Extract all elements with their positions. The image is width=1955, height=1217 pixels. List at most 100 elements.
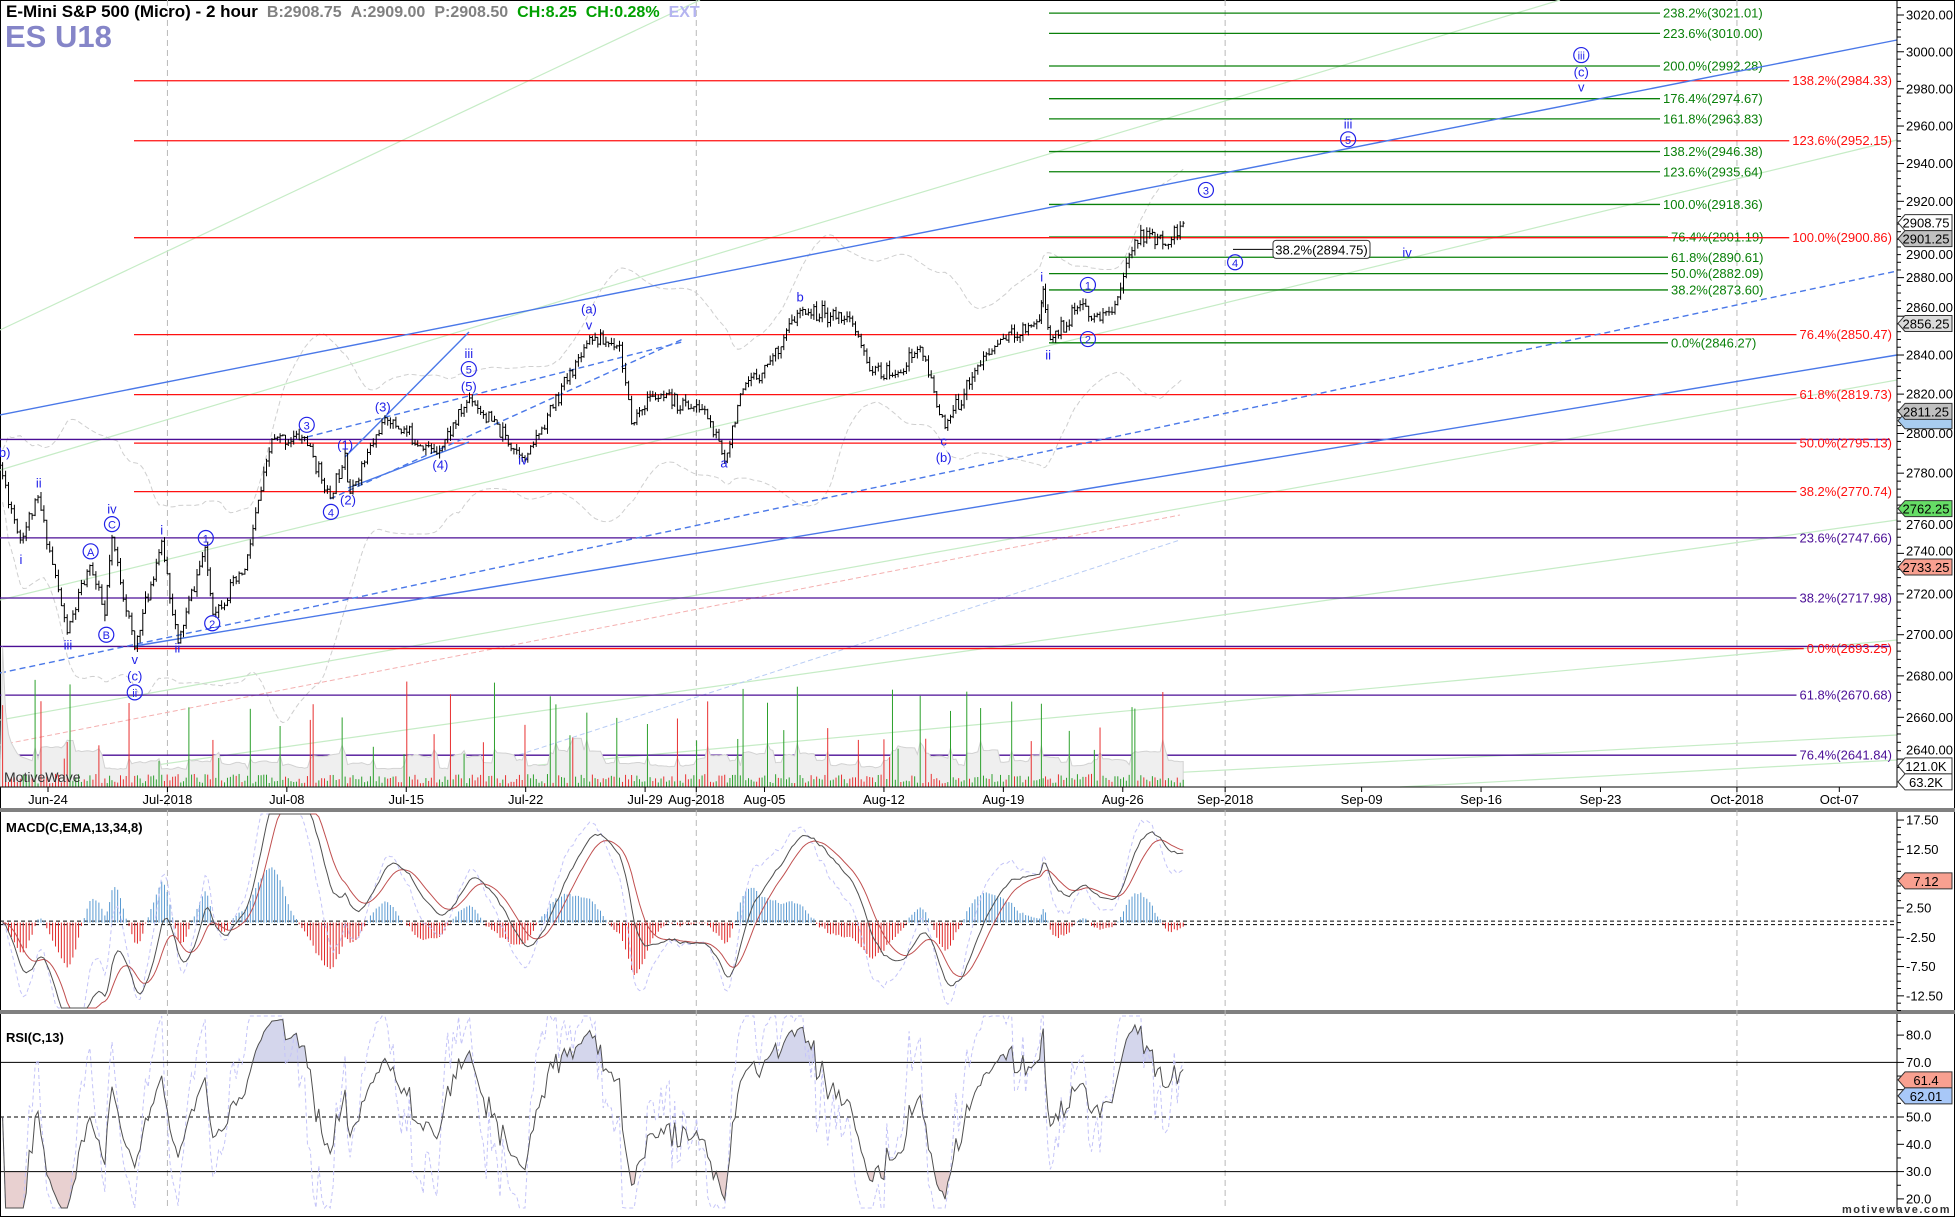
wave-label[interactable]: ii <box>174 641 180 656</box>
volume-bars <box>0 646 1184 788</box>
wave-label[interactable]: 2 <box>209 619 215 631</box>
wave-label[interactable]: b <box>796 289 803 304</box>
price-bar <box>391 419 395 429</box>
price-bar <box>982 351 985 371</box>
price-bar <box>731 425 734 449</box>
wave-label[interactable]: 1 <box>203 534 209 546</box>
wave-label[interactable]: ii <box>132 688 137 700</box>
wave-label[interactable]: 4 <box>1232 258 1238 270</box>
wave-label[interactable]: 1 <box>1085 280 1091 292</box>
wave-label[interactable]: B <box>103 630 110 642</box>
wave-label[interactable]: i <box>1040 270 1043 285</box>
wave-label[interactable]: ii <box>1045 348 1051 363</box>
panel-divider[interactable] <box>0 1010 1955 1014</box>
fib-extension-label: 100.0%(2918.36) <box>1663 197 1763 212</box>
wave-label[interactable]: b) <box>0 445 10 460</box>
price-bar <box>820 300 824 323</box>
wave-label[interactable]: (3) <box>375 399 391 414</box>
wave-label[interactable]: i <box>20 552 23 567</box>
price-bar <box>481 410 485 419</box>
price-bar <box>596 336 600 348</box>
price-bar <box>493 415 496 423</box>
price-bar <box>695 399 699 413</box>
price-bar <box>1013 324 1016 343</box>
fib-extension-label: 161.8%(2963.83) <box>1663 111 1763 126</box>
symbol-label: ES U18 <box>5 19 112 54</box>
wave-label[interactable]: 5 <box>466 365 472 377</box>
panel-divider[interactable] <box>0 808 1955 812</box>
price-bar <box>397 425 401 430</box>
wave-label[interactable]: (2) <box>340 492 356 507</box>
price-bar <box>604 336 608 347</box>
trend-line[interactable] <box>344 331 470 458</box>
price-bar <box>173 609 177 630</box>
dashed-trend-line[interactable] <box>306 341 683 438</box>
wave-label[interactable]: iv <box>518 453 528 468</box>
price-bar <box>624 362 628 386</box>
price-bar <box>1024 323 1028 334</box>
price-axis[interactable]: 3020.00 3000.00 2980.00 2960.00 2940.00 2920.… <box>1896 0 1953 791</box>
price-bar <box>394 416 398 429</box>
trend-line[interactable] <box>347 441 470 489</box>
fib-extension-label: 176.4%(2974.67) <box>1663 91 1763 106</box>
macd-axis[interactable]: 17.50 12.50 2.50 -2.50 -7.50 -12.50 7.12 <box>1896 812 1953 1011</box>
price-bar <box>278 433 282 443</box>
price-bar <box>15 518 19 534</box>
trend-line[interactable] <box>0 39 1898 416</box>
trend-lines <box>0 39 1898 674</box>
price-bar <box>1051 335 1055 343</box>
price-bar <box>1116 296 1120 306</box>
wave-label[interactable]: 3 <box>1203 185 1209 197</box>
wave-label[interactable]: A <box>87 547 95 559</box>
wave-label[interactable]: ii <box>36 476 42 491</box>
wave-label[interactable]: C <box>108 520 116 532</box>
price-bar <box>203 546 207 562</box>
wave-label[interactable]: a <box>720 456 728 471</box>
measure-box[interactable] <box>1272 239 1371 259</box>
wave-label[interactable]: iii <box>1578 51 1585 63</box>
fib-levels: 238.2%(3021.01) 223.6%(3010.00) 200.0%(299… <box>0 6 1892 763</box>
time-tick-label: Jun-24 <box>28 792 68 807</box>
dashed-trend-line[interactable] <box>329 338 684 500</box>
price-bars <box>1 221 1185 652</box>
wave-label[interactable]: (b) <box>936 450 952 465</box>
price-bar <box>337 469 341 483</box>
wave-label[interactable]: c <box>940 434 947 449</box>
wave-label[interactable]: 5 <box>1345 135 1351 147</box>
trend-line[interactable] <box>134 354 1898 647</box>
rsi-axis[interactable]: 80.0 70.0 50.0 40.0 30.0 20.0 61.462.01 <box>1896 1014 1953 1210</box>
wave-label[interactable]: (4) <box>432 458 448 473</box>
wave-label[interactable]: iii <box>464 346 473 361</box>
wave-label[interactable]: (a) <box>581 301 597 316</box>
price-bar <box>924 355 928 362</box>
wave-label[interactable]: (1) <box>337 438 353 453</box>
time-axis[interactable]: Jun-24 Jul-2018 Jul-08 Jul-15 Jul-22 Jul-29 Au… <box>0 786 1897 807</box>
wave-label[interactable]: (c) <box>1574 65 1589 80</box>
wave-label[interactable]: (c) <box>127 668 142 683</box>
wave-label[interactable]: v <box>131 652 138 667</box>
wave-label[interactable]: v <box>1578 79 1585 94</box>
wave-label[interactable]: v <box>586 318 593 333</box>
fib-extension-label: 138.2%(2946.38) <box>1663 144 1763 159</box>
price-bar <box>281 434 285 437</box>
extended-hours-toggle[interactable]: EXT <box>668 4 700 21</box>
footer-brand[interactable]: motivewave.com <box>1842 1204 1951 1216</box>
wave-label[interactable]: 4 <box>328 507 334 519</box>
wave-label[interactable]: 3 <box>304 420 310 432</box>
wave-label[interactable]: iv <box>1402 245 1412 260</box>
price-bar <box>798 307 802 319</box>
price-bar <box>1127 252 1131 269</box>
price-tick-label: 2780.00 <box>1906 466 1953 481</box>
price-bar <box>470 394 474 407</box>
fib_red-label: 61.8%(2819.73) <box>1799 387 1892 402</box>
price-tick-label: 2800.00 <box>1906 426 1953 441</box>
wave-label[interactable]: iii <box>64 637 73 652</box>
wave-label[interactable]: (5) <box>461 379 477 394</box>
price-bar <box>380 418 384 435</box>
wave-label[interactable]: i <box>160 523 163 538</box>
wave-label[interactable]: 2 <box>1085 335 1091 347</box>
wave-label[interactable]: iv <box>107 502 117 517</box>
dashed-trend-line[interactable] <box>0 270 1898 674</box>
wave-label[interactable]: iii <box>1344 117 1353 132</box>
